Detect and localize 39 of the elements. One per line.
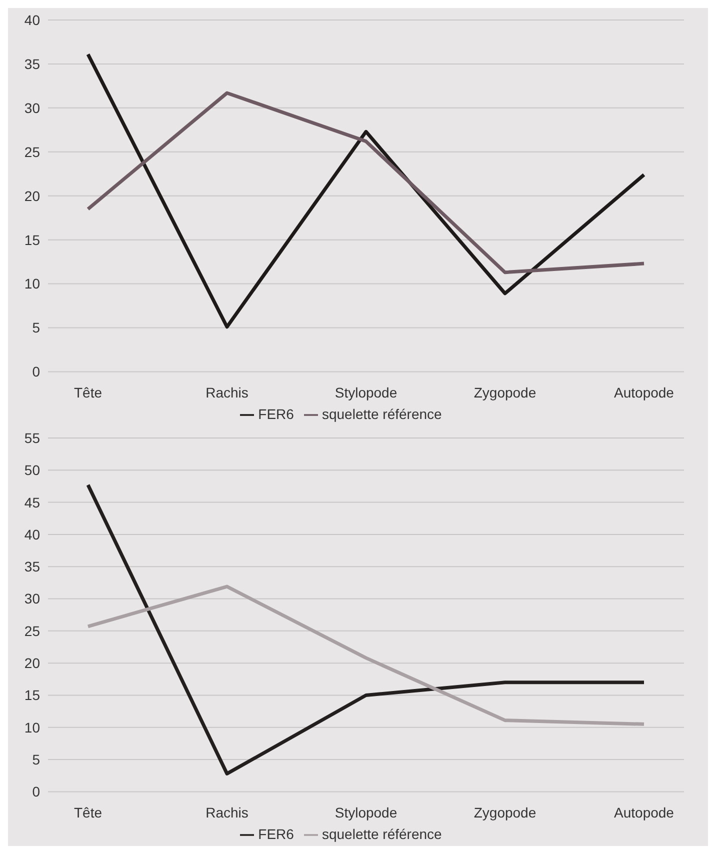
x-tick-label: Rachis [206,384,248,401]
y-tick-label: 20 [24,655,40,672]
y-tick-label: 30 [24,100,40,116]
y-tick-label: 35 [24,56,40,72]
x-tick-label: Autopode [614,804,674,821]
x-tick-label: Stylopode [334,804,398,821]
y-tick-label: 45 [24,494,40,510]
line-series [86,52,646,329]
x-tick-label: Tête [74,804,102,821]
y-tick-label: 15 [24,232,40,248]
y-tick-label: 25 [24,622,40,639]
y-tick-label: 0 [32,784,40,800]
y-tick-label: 30 [24,590,40,607]
line-series [86,91,646,274]
line-series [86,584,646,726]
line-series [86,483,646,776]
y-tick-label: 0 [32,364,40,380]
x-tick-label: Zygopode [474,384,536,401]
x-tick-label: Stylopode [334,384,398,401]
x-tick-label: Rachis [206,804,248,821]
y-tick-label: 5 [32,320,40,336]
y-tick-label: 50 [24,462,40,478]
x-tick-label: Tête [74,384,102,401]
y-tick-label: 20 [24,188,40,204]
legend-label: squelette référence [322,406,442,422]
y-tick-label: 10 [24,276,40,292]
y-tick-label: 10 [24,719,40,736]
y-tick-label: 55 [24,430,40,446]
legend-label: FER6 [258,826,294,842]
y-tick-label: 40 [24,526,40,542]
legend-label: FER6 [258,406,294,422]
y-tick-label: 35 [24,558,40,575]
x-tick-label: Zygopode [474,804,536,821]
y-tick-label: 25 [24,144,40,160]
x-tick-label: Autopode [614,384,674,401]
legend-label: squelette référence [322,826,442,842]
y-tick-label: 15 [24,687,40,704]
y-tick-label: 40 [24,12,40,28]
y-tick-label: 5 [32,752,40,768]
